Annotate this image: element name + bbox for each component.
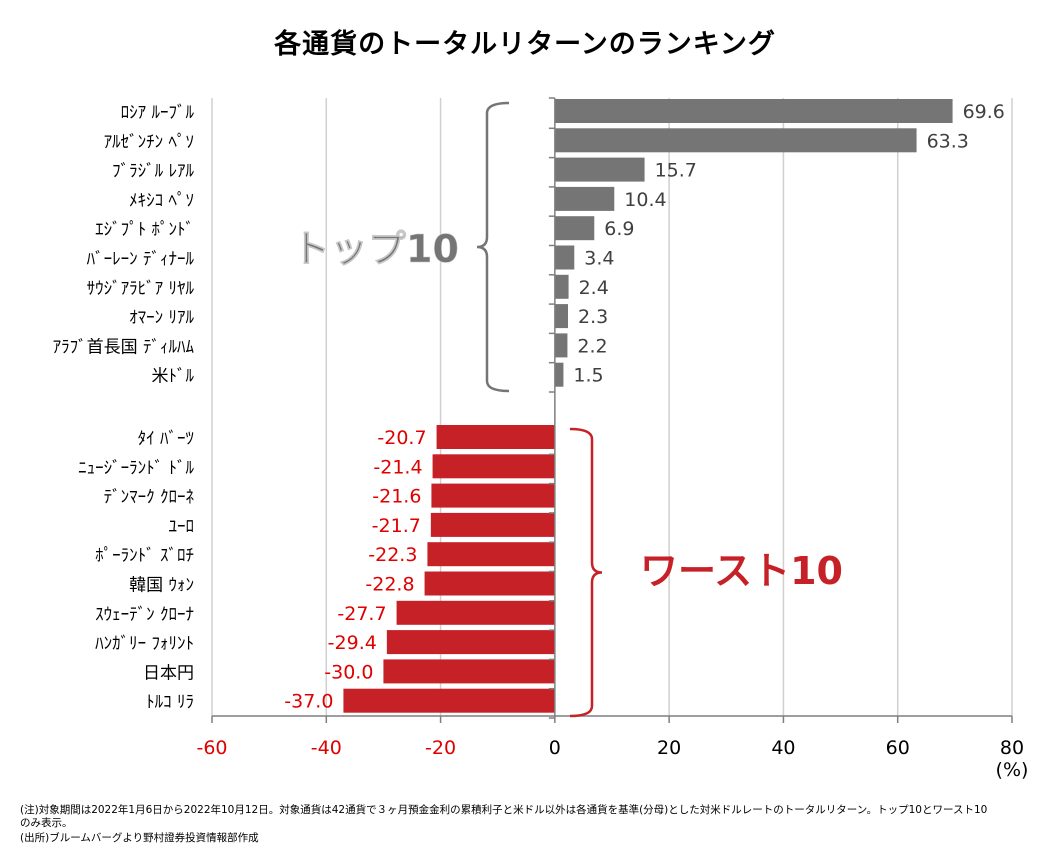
value-labels: 69.6 63.3 15.7 10.4 6.9 3.4 2.4 2.3 2.2 1.5 -20.7 -…: [284, 101, 1005, 713]
x-tick-label: 60: [886, 737, 910, 759]
category-label: ｽｳｪｰﾃﾞﾝ ｸﾛｰﾅ: [95, 605, 194, 625]
value-label: 63.3: [927, 130, 969, 152]
category-label: ｻｳｼﾞｱﾗﾋﾞｱ ﾘﾔﾙ: [87, 279, 195, 299]
category-label: 日本円: [143, 663, 194, 683]
unit-label: (%): [996, 759, 1029, 781]
category-label: ｴｼﾞﾌﾟﾄ ﾎﾟﾝﾄﾞ: [95, 220, 194, 240]
value-label: 10.4: [624, 189, 666, 211]
top-bar: [554, 333, 568, 358]
category-label: ﾄﾙｺ ﾘﾗ: [146, 693, 194, 713]
x-tick-label: -60: [196, 737, 227, 759]
footnote-2: のみ表示。: [20, 817, 73, 829]
x-tick-label: -40: [311, 737, 342, 759]
top-bar: [554, 216, 595, 241]
top10-label: トップ10: [292, 227, 459, 271]
value-label: -22.8: [365, 574, 414, 596]
value-label: -21.7: [372, 515, 421, 537]
value-label: -30.0: [324, 661, 373, 683]
top10-bracket: [476, 101, 510, 393]
footnote-1: (注)対象期間は2022年1月6日から2022年10月12日。対象通貨は42通貨…: [20, 804, 988, 816]
category-label: ｱﾙｾﾞﾝﾁﾝ ﾍﾟｿ: [104, 132, 194, 152]
value-label: 1.5: [573, 365, 603, 387]
category-label: ﾒｷｼｺ ﾍﾟｿ: [129, 191, 194, 211]
worst-bar: [383, 659, 555, 684]
value-label: -20.7: [377, 427, 426, 449]
value-label: -22.3: [368, 544, 417, 566]
worst-bar: [386, 630, 555, 655]
category-label: ｱﾗﾌﾞ首長国 ﾃﾞｨﾙﾊﾑ: [53, 337, 195, 357]
footnote-3: (出所)ブルームバーグより野村證券投資情報部作成: [20, 832, 259, 844]
category-label: 韓国 ｳｫﾝ: [129, 576, 194, 596]
value-label: 2.2: [577, 335, 607, 357]
value-label: -21.6: [372, 486, 421, 508]
value-label: 6.9: [604, 218, 634, 240]
worst-bar: [436, 425, 555, 449]
category-label: 米ﾄﾞﾙ: [152, 367, 195, 387]
value-label: 3.4: [584, 248, 614, 270]
bars: [343, 99, 953, 713]
top-bar: [554, 128, 917, 153]
top-bar: [554, 157, 645, 182]
value-label: -27.7: [337, 603, 386, 625]
value-label: 2.4: [579, 277, 609, 299]
category-label: ﾛｼｱ ﾙｰﾌﾞﾙ: [121, 103, 195, 123]
category-label: ﾃﾞﾝﾏｰｸ ｸﾛｰﾈ: [104, 488, 195, 508]
category-label: ﾊﾞｰﾚｰﾝ ﾃﾞｨﾅｰﾙ: [87, 250, 195, 270]
category-label: ﾌﾞﾗｼﾞﾙ ﾚｱﾙ: [112, 162, 194, 182]
category-label: ｵﾏｰﾝ ﾘｱﾙ: [129, 308, 194, 328]
top-bar: [554, 362, 564, 387]
bar-chart: 69.663.315.710.46.93.42.42.32.21.5-20.7-…: [53, 97, 1029, 781]
top-bar: [554, 245, 575, 270]
category-label: ﾕｰﾛ: [169, 517, 195, 537]
top-bar: [554, 274, 569, 299]
top-bar: [554, 304, 568, 329]
x-tick-label: 40: [771, 737, 795, 759]
top-bar: [554, 186, 615, 211]
worst-bar: [427, 542, 555, 567]
value-label: 15.7: [655, 160, 697, 182]
category-label: ﾆｭｰｼﾞｰﾗﾝﾄﾞ ﾄﾞﾙ: [78, 458, 194, 478]
x-tick-label: 20: [657, 737, 681, 759]
worst-bar: [396, 600, 555, 625]
category-labels: ﾛｼｱ ﾙｰﾌﾞﾙ ｱﾙｾﾞﾝﾁﾝ ﾍﾟｿ ﾌﾞﾗｼﾞﾙ ﾚｱﾙ ﾒｷｼｺ ﾍﾟｿ ｴｼ…: [53, 103, 195, 713]
category-label: ﾀｲ ﾊﾞｰﾂ: [138, 429, 194, 449]
value-label: -29.4: [328, 632, 377, 654]
worst10-bracket: [569, 427, 603, 718]
x-tick-label: 80: [1000, 737, 1024, 759]
value-label: -37.0: [284, 691, 333, 713]
gridlines: [211, 98, 1013, 716]
worst-bar: [343, 688, 555, 713]
x-tick-label: 0: [549, 737, 561, 759]
chart-title: 各通貨のトータルリターンのランキング: [274, 29, 776, 60]
worst-bar: [430, 512, 555, 537]
top-bar: [554, 99, 953, 123]
category-label: ﾎﾟｰﾗﾝﾄﾞ ｽﾞﾛﾁ: [95, 546, 194, 566]
value-label: 69.6: [963, 101, 1005, 123]
value-label: 2.3: [578, 306, 608, 328]
worst-bar: [424, 571, 555, 596]
x-tick-label: -20: [425, 737, 456, 759]
worst-bar: [431, 483, 555, 508]
value-label: -21.4: [373, 456, 422, 478]
axes: -60 -40 -20 0 20 40 60 80(%): [196, 97, 1029, 781]
category-label: ﾊﾝｶﾞﾘｰ ﾌｫﾘﾝﾄ: [95, 634, 194, 654]
worst-bar: [432, 454, 555, 479]
brackets: トップ10 ワースト10: [292, 101, 843, 718]
worst10-label: ワースト10: [640, 549, 843, 593]
